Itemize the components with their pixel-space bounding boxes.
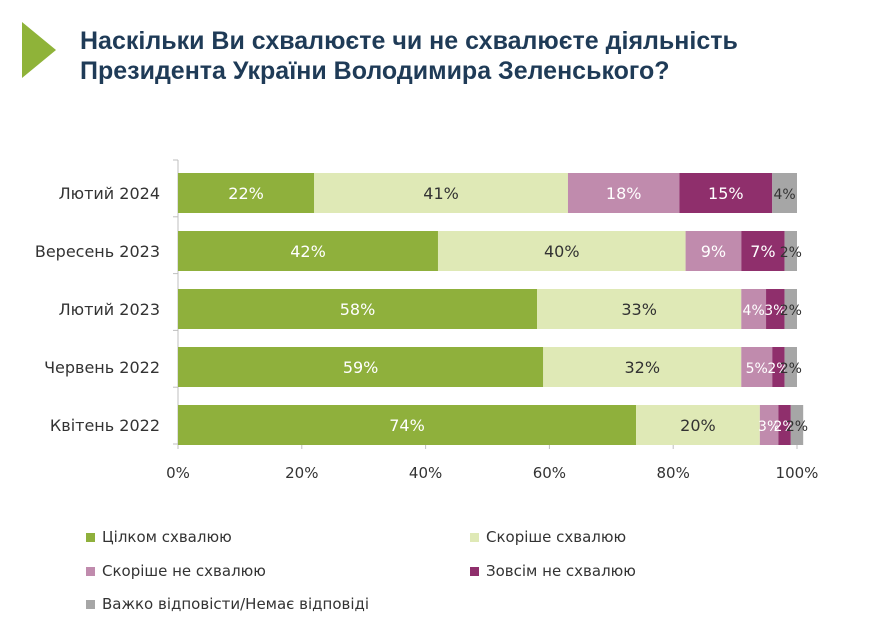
bar-segment [759,405,779,445]
legend-label: Скоріше схвалюю [486,528,627,546]
slide-marker-icon [22,22,56,78]
bar-segment [741,347,773,387]
bar-segment [178,231,438,271]
x-tick-label: 80% [657,464,690,482]
x-tick-label: 20% [285,464,318,482]
x-tick-label: 60% [533,464,566,482]
bar-segment [784,231,797,271]
legend-label: Цілком схвалюю [102,528,232,546]
bar-segment [178,405,637,445]
bar-segment [178,347,544,387]
data-label: 2% [780,361,802,377]
legend-swatch [470,566,479,576]
data-label: 2% [786,419,808,435]
bar-segment [772,173,797,213]
legend-item: Скоріше не схвалюю [86,562,266,580]
bar-segment [685,231,742,271]
bar-segment [567,173,680,213]
legend-item: Зовсім не схвалюю [470,562,636,580]
bar-segment [543,347,742,387]
chart-title-line-1: Наскільки Ви схвалюєте чи не схвалюєте д… [80,27,738,55]
category-label: Лютий 2024 [59,184,160,203]
bar-segment [178,173,315,213]
bar-segment [790,405,804,445]
data-label: 20% [680,416,716,435]
bar-segment [437,231,686,271]
bar-segment [784,289,797,329]
data-label: 32% [624,358,660,377]
legend-item: Цілком схвалюю [86,528,232,546]
data-label: 4% [743,303,765,319]
legend-swatch [86,566,95,576]
data-label: 2% [767,361,789,377]
legend-swatch [86,532,95,542]
bar-segment [778,405,791,445]
data-label: 33% [621,300,657,319]
data-label: 18% [606,184,642,203]
x-tick-label: 40% [409,464,442,482]
bar-segment [741,289,767,329]
chart-title: Наскільки Ви схвалюєте чи не схвалюєте д… [80,26,860,86]
x-tick-label: 0% [166,464,190,482]
legend-swatch [86,599,95,609]
data-label: 4% [774,187,796,203]
legend-swatch [470,532,479,542]
legend-label: Зовсім не схвалюю [486,562,636,580]
data-label: 5% [746,361,768,377]
data-label: 59% [343,358,379,377]
chart-title-line-2: Президента України Володимира Зеленськог… [80,57,670,85]
bar-segment [741,231,785,271]
data-label: 2% [780,303,802,319]
category-label: Квітень 2022 [50,416,160,435]
bar-segment [679,173,773,213]
legend-label: Скоріше не схвалюю [102,562,266,580]
data-label: 3% [758,419,780,435]
data-label: 2% [780,245,802,261]
bar-segment [314,173,568,213]
data-label: 74% [389,416,425,435]
data-label: 58% [340,300,376,319]
category-label: Вересень 2023 [35,242,160,261]
legend-label: Важко відповісти/Немає відповіді [102,595,370,613]
bar-segment [766,289,785,329]
data-label: 15% [708,184,744,203]
data-label: 3% [764,303,786,319]
bar-segment [772,347,785,387]
data-label: 22% [228,184,264,203]
x-tick-label: 100% [776,464,819,482]
data-label: 2% [774,419,796,435]
data-label: 7% [750,242,775,261]
bar-segment [537,289,742,329]
legend-item: Скоріше схвалюю [470,528,626,546]
category-label: Червень 2022 [44,358,160,377]
data-label: 41% [423,184,459,203]
data-label: 42% [290,242,326,261]
data-label: 40% [544,242,580,261]
bar-segment [784,347,797,387]
legend-item: Важко відповісти/Немає відповіді [86,595,369,613]
bar-segment [178,289,538,329]
category-label: Лютий 2023 [59,300,160,319]
data-label: 9% [701,242,726,261]
stacked-bar-chart: 0% 20% 40% 60% 80% 100% Лютий 2024 22% 41% 18% 15%… [35,159,819,482]
bar-segment [636,405,760,445]
